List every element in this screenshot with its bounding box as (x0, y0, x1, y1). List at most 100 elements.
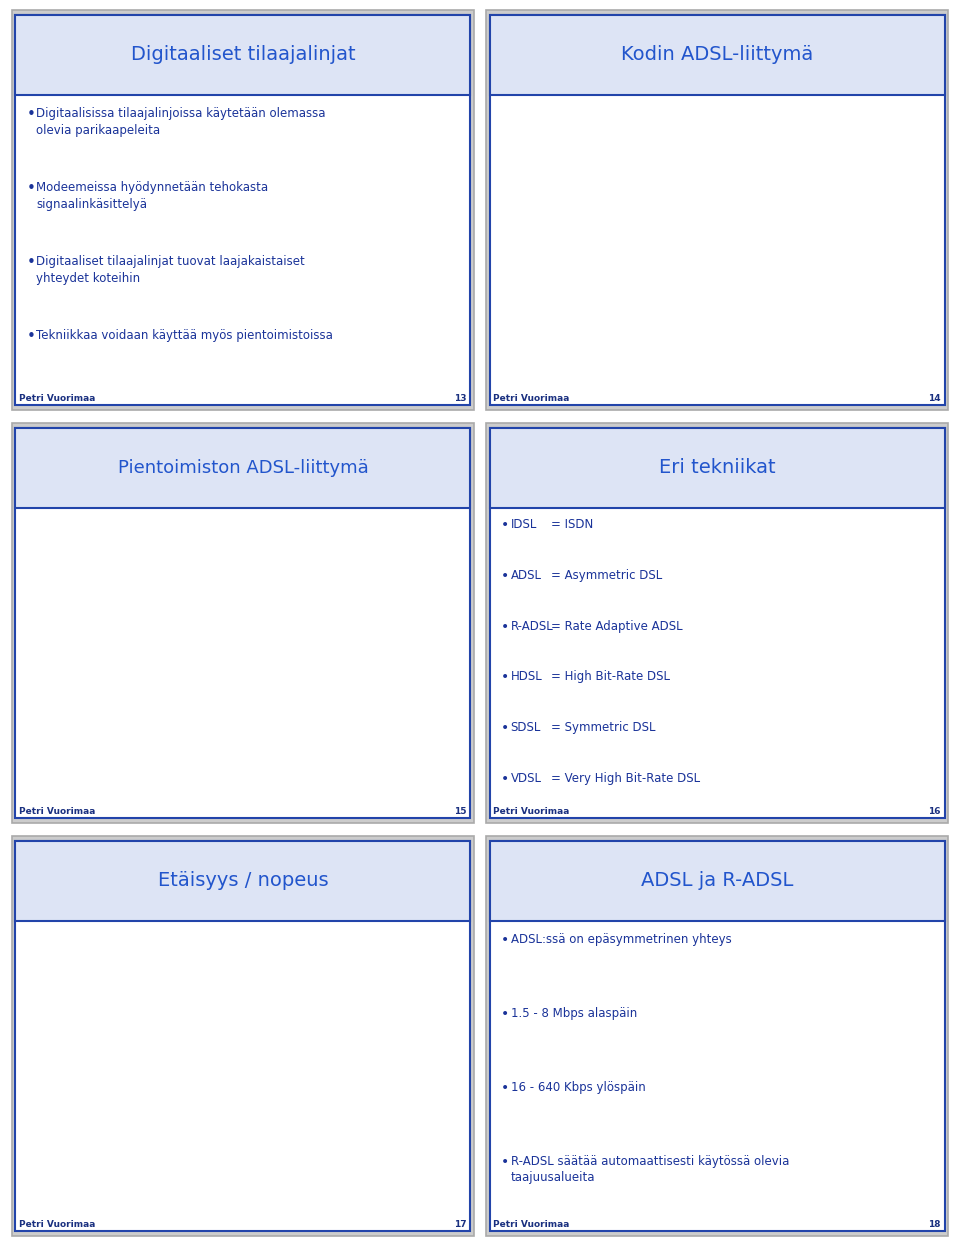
Text: Digitaalisissa tilaajalinjoissa käytetään olemassa
olevia parikaapeleita: Digitaalisissa tilaajalinjoissa käytetää… (36, 107, 326, 137)
Text: modem: modem (718, 288, 753, 298)
Text: Tekniikkaa voidaan käyttää myös pientoimistoissa: Tekniikkaa voidaan käyttää myös pientoim… (36, 329, 333, 343)
Text: •: • (27, 255, 36, 270)
Bar (276, 715, 304, 736)
Text: network: network (21, 643, 63, 653)
Text: VDSL: VDSL (511, 773, 541, 785)
Text: SDSL: SDSL (511, 721, 541, 734)
Text: •: • (501, 518, 510, 532)
Text: POTS: POTS (495, 153, 526, 163)
Text: modem: modem (226, 611, 260, 619)
Bar (195, 709, 223, 724)
Text: POTS: POTS (612, 163, 636, 173)
Text: splitter: splitter (608, 176, 640, 184)
Bar (329, 662, 379, 699)
Bar (609, 178, 640, 202)
Text: ADSL: ADSL (231, 597, 254, 606)
Bar (193, 705, 225, 739)
Text: Eri tekniikat: Eri tekniikat (659, 459, 776, 477)
Text: 12.960 Mbps: 12.960 Mbps (235, 1100, 306, 1110)
Text: •: • (501, 933, 510, 947)
Text: •: • (501, 670, 510, 684)
Text: Kodin ADSL-liittymä: Kodin ADSL-liittymä (621, 46, 813, 65)
Text: •: • (27, 329, 36, 344)
Text: 15: 15 (454, 806, 467, 816)
Text: Corporate: Corporate (21, 623, 73, 633)
Text: Internet: Internet (495, 221, 537, 231)
Bar (195, 728, 223, 738)
Text: Petri Vuorimaa: Petri Vuorimaa (19, 394, 96, 402)
Text: 300 m: 300 m (96, 1161, 131, 1171)
Text: ATM: ATM (495, 268, 520, 278)
Text: Mux: Mux (597, 288, 619, 298)
Text: Internet: Internet (21, 724, 62, 734)
Text: •: • (501, 1082, 510, 1095)
Text: modem: modem (104, 611, 137, 619)
Text: Computer: Computer (275, 692, 320, 700)
Text: ADSL ja R-ADSL: ADSL ja R-ADSL (641, 871, 793, 890)
Text: Petri Vuorimaa: Petri Vuorimaa (19, 1220, 96, 1229)
Text: Etäisyys: Etäisyys (85, 977, 141, 989)
Text: = Asymmetric DSL: = Asymmetric DSL (551, 568, 662, 582)
Text: 2.048 Mbps: 2.048 Mbps (238, 1009, 303, 1019)
Text: Nopeus: Nopeus (246, 977, 296, 989)
Text: = Symmetric DSL: = Symmetric DSL (551, 721, 656, 734)
Text: 17: 17 (454, 1220, 467, 1229)
Bar (708, 222, 740, 245)
Text: Etäisyys / nopeus: Etäisyys / nopeus (157, 871, 328, 890)
Text: Petri Vuorimaa: Petri Vuorimaa (493, 394, 570, 402)
Text: Fax: Fax (198, 690, 215, 700)
Text: 16: 16 (928, 806, 941, 816)
Text: 4 900 m: 4 900 m (90, 1009, 136, 1019)
Text: •: • (27, 107, 36, 122)
Bar (275, 709, 320, 739)
Text: Television: Television (334, 650, 378, 659)
Bar (93, 618, 148, 637)
Text: 13: 13 (454, 394, 467, 402)
Text: ADSL:ssä on epäsymmetrinen yhteys: ADSL:ssä on epäsymmetrinen yhteys (511, 933, 732, 946)
Text: Computer: Computer (840, 252, 884, 260)
Text: 3 700 m: 3 700 m (90, 1039, 136, 1049)
Text: ADSL: ADSL (108, 597, 132, 606)
Bar (338, 591, 370, 628)
Bar (847, 307, 869, 314)
Text: Telephone: Telephone (794, 204, 840, 213)
Bar (35, 968, 349, 998)
Text: Petri Vuorimaa: Petri Vuorimaa (19, 806, 96, 816)
Text: 18: 18 (928, 1220, 941, 1229)
Text: 14: 14 (928, 394, 941, 402)
Text: Television: Television (802, 249, 846, 258)
Text: 25.820 Mbps: 25.820 Mbps (234, 1131, 306, 1141)
Text: Digitaaliset tilaajalinjat tuovat laajakaistaiset
yhteydet koteihin: Digitaaliset tilaajalinjat tuovat laajak… (36, 255, 305, 285)
Bar (842, 314, 880, 326)
Text: Petri Vuorimaa: Petri Vuorimaa (493, 806, 570, 816)
Text: = High Bit-Rate DSL: = High Bit-Rate DSL (551, 670, 670, 684)
Text: 6.312 Mbps: 6.312 Mbps (238, 1039, 303, 1049)
Text: = Rate Adaptive ADSL: = Rate Adaptive ADSL (551, 619, 683, 633)
Text: ADSL: ADSL (511, 568, 541, 582)
Text: 8.448 Mbps: 8.448 Mbps (238, 1070, 303, 1080)
Text: •: • (501, 721, 510, 735)
Bar (804, 216, 830, 249)
Text: 51.840 Mbps: 51.840 Mbps (235, 1161, 306, 1171)
Text: Pientoimiston ADSL-liittymä: Pientoimiston ADSL-liittymä (117, 459, 369, 477)
Text: R-ADSL säätää automaattisesti käytössä olevia
taajuusalueita: R-ADSL säätää automaattisesti käytössä o… (511, 1155, 789, 1185)
Text: •: • (501, 1155, 510, 1169)
Text: •: • (501, 619, 510, 633)
Text: 1.544 Mbps: 1.544 Mbps (238, 978, 303, 988)
Text: 2 700 m: 2 700 m (90, 1070, 136, 1080)
Text: ADSL: ADSL (594, 273, 622, 283)
Text: = Very High Bit-Rate DSL: = Very High Bit-Rate DSL (551, 773, 700, 785)
Text: Telephone: Telephone (333, 579, 379, 589)
Bar (572, 263, 644, 303)
Text: ADSL: ADSL (724, 277, 747, 285)
Text: HDSL: HDSL (511, 670, 542, 684)
Bar (331, 670, 365, 695)
Text: splitter: splitter (708, 219, 740, 228)
Text: 1 400 m: 1 400 m (90, 1100, 136, 1110)
Text: Modeemeissa hyödynnetään tehokasta
signaalinkäsittelyä: Modeemeissa hyödynnetään tehokasta signa… (36, 182, 269, 211)
Text: = ISDN: = ISDN (551, 518, 593, 531)
Text: Petri Vuorimaa: Petri Vuorimaa (493, 1220, 570, 1229)
Bar (799, 259, 849, 297)
Bar (281, 739, 304, 746)
Text: •: • (27, 182, 36, 197)
